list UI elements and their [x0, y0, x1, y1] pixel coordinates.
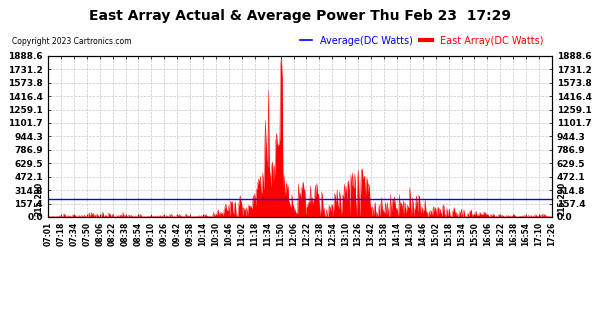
Text: Copyright 2023 Cartronics.com: Copyright 2023 Cartronics.com: [12, 37, 131, 46]
Text: 215.290: 215.290: [34, 181, 43, 216]
Text: 215.290: 215.290: [557, 181, 566, 216]
Legend: Average(DC Watts), East Array(DC Watts): Average(DC Watts), East Array(DC Watts): [296, 32, 547, 49]
Text: East Array Actual & Average Power Thu Feb 23  17:29: East Array Actual & Average Power Thu Fe…: [89, 9, 511, 23]
